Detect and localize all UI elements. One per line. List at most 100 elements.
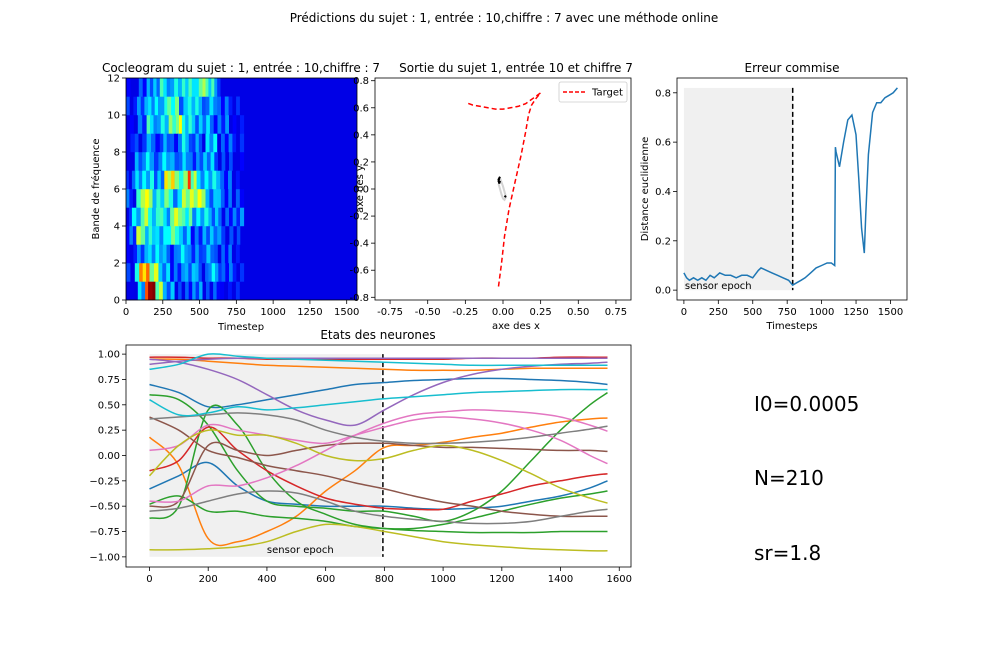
heatmap-cell bbox=[218, 207, 222, 227]
heatmap-cell bbox=[146, 78, 151, 97]
heatmap-cell bbox=[229, 152, 234, 171]
heatmap-cell bbox=[199, 152, 204, 171]
heatmap-cell bbox=[141, 281, 146, 301]
error-xtick-label: 250 bbox=[709, 307, 728, 318]
heatmap-cell bbox=[174, 152, 180, 171]
heatmap-cell bbox=[208, 207, 213, 227]
heatmap-cell bbox=[224, 244, 229, 264]
heatmap-cell bbox=[140, 96, 145, 116]
heatmap-cell bbox=[228, 281, 233, 301]
heatmap-cell bbox=[176, 115, 180, 134]
heatmap-cell bbox=[231, 281, 237, 301]
heatmap-cell bbox=[213, 226, 218, 245]
heatmap-cell bbox=[236, 115, 241, 134]
heatmap-cell bbox=[239, 244, 245, 264]
heatmap-cell bbox=[236, 207, 241, 227]
heatmap-cell bbox=[160, 115, 166, 134]
heatmap-cell bbox=[126, 189, 130, 208]
heatmap-cell bbox=[166, 78, 171, 97]
heatmap-cell bbox=[152, 281, 156, 301]
heatmap-cell bbox=[159, 207, 164, 227]
neuron-state-line bbox=[149, 441, 608, 508]
heatmap-cell bbox=[236, 133, 241, 153]
heatmap-cell bbox=[225, 263, 230, 282]
heatmap-cell bbox=[220, 170, 225, 190]
heatmap-cell bbox=[211, 263, 216, 282]
heatmap-cell bbox=[202, 133, 206, 153]
neuron-state-line bbox=[149, 358, 608, 372]
neuron-state-line bbox=[149, 416, 608, 465]
neuron-state-line bbox=[149, 416, 608, 518]
heatmap-cell bbox=[209, 133, 214, 153]
heatmap-cell bbox=[209, 189, 214, 208]
trajectory-xtick-label: 0.25 bbox=[530, 307, 552, 318]
heatmap-cell bbox=[181, 78, 186, 97]
heatmap-cell bbox=[175, 226, 180, 245]
heatmap-cell bbox=[142, 170, 147, 190]
error-xtick-label: 1500 bbox=[878, 307, 903, 318]
heatmap-cell bbox=[187, 244, 192, 264]
neurons-ytick-label: 0.75 bbox=[98, 375, 120, 386]
heatmap-cell bbox=[129, 115, 135, 134]
heatmap-cell bbox=[171, 96, 176, 116]
heatmap-cell bbox=[168, 189, 174, 208]
heatmap-cell bbox=[232, 133, 237, 153]
heatmap-cell bbox=[174, 170, 180, 190]
cochleogram-ticks: 0 250 500 750 1000 1250 1500 0 2 4 6 8 10 12 bbox=[107, 74, 359, 319]
neurons-ytick-label: −1.00 bbox=[89, 552, 120, 563]
heatmap-cell bbox=[168, 115, 173, 134]
heatmap-cell bbox=[174, 78, 179, 97]
heatmap-cell bbox=[215, 263, 219, 282]
heatmap-cell bbox=[158, 152, 163, 171]
error-title: Erreur commise bbox=[745, 61, 840, 75]
neurons-ytick-label: 0.50 bbox=[98, 400, 120, 411]
heatmap-cell bbox=[182, 226, 188, 245]
trajectory-xtick-label: 0.75 bbox=[605, 307, 627, 318]
error-plot: sensor epoch bbox=[683, 87, 898, 292]
output-trajectory bbox=[503, 195, 507, 198]
heatmap-cell bbox=[182, 152, 187, 171]
heatmap-cell bbox=[144, 96, 149, 116]
heatmap-cell bbox=[202, 244, 207, 264]
heatmap-cell bbox=[202, 96, 206, 116]
trajectory-lines bbox=[465, 92, 542, 287]
heatmap-cell bbox=[146, 115, 151, 134]
heatmap-cell bbox=[185, 152, 190, 171]
error-line bbox=[683, 87, 898, 287]
heatmap-cell bbox=[178, 133, 183, 153]
heatmap-cell bbox=[208, 170, 213, 190]
trajectory-ytick-label: 0.4 bbox=[353, 130, 369, 141]
heatmap-cell bbox=[140, 207, 145, 227]
heatmap-cell bbox=[211, 78, 215, 97]
cochleogram-xtick-label: 500 bbox=[190, 307, 209, 318]
heatmap-cell bbox=[239, 133, 245, 153]
heatmap-cell bbox=[167, 226, 172, 245]
heatmap-cell bbox=[134, 133, 139, 153]
neuron-state-line bbox=[149, 388, 608, 417]
heatmap-cell bbox=[204, 207, 209, 227]
error-panel: Erreur commise sensor epoch 0 250 500 750 10… bbox=[640, 61, 908, 332]
heatmap-cell bbox=[156, 78, 161, 97]
heatmap-cell bbox=[221, 226, 226, 245]
heatmap-cell bbox=[205, 263, 209, 282]
heatmap-cell bbox=[156, 189, 161, 208]
heatmap-cell bbox=[217, 78, 221, 97]
heatmap-cell bbox=[136, 226, 142, 245]
heatmap-cell bbox=[233, 226, 238, 245]
heatmap-cell bbox=[148, 244, 153, 264]
heatmap-cell bbox=[129, 96, 134, 116]
heatmap-cell bbox=[221, 115, 226, 134]
trajectory-ytick-label: 0.2 bbox=[353, 157, 369, 168]
heatmap-cell bbox=[150, 115, 154, 134]
heatmap-cell bbox=[228, 189, 233, 208]
neuron-state-line bbox=[149, 461, 608, 510]
heatmap-cell bbox=[202, 78, 206, 97]
trajectory-panel: Sortie du sujet 1, entrée 10 et chiffre … bbox=[349, 61, 632, 332]
heatmap-cell bbox=[142, 78, 147, 97]
heatmap-cell bbox=[187, 96, 192, 116]
heatmap-cell bbox=[167, 96, 172, 116]
heatmap-cell bbox=[146, 133, 152, 153]
heatmap-cell bbox=[208, 78, 212, 97]
heatmap-cell bbox=[210, 152, 215, 171]
heatmap-cell bbox=[142, 115, 147, 134]
